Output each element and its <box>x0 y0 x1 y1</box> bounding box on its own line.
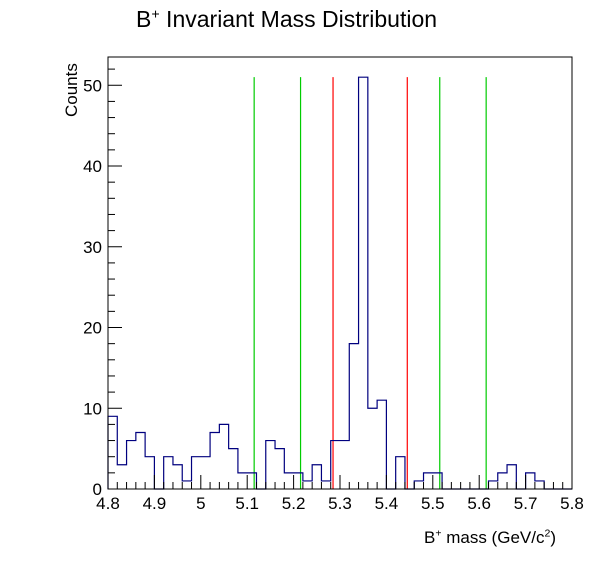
x-tick-label: 5.7 <box>514 494 538 513</box>
chart-title: B+ Invariant Mass Distribution <box>136 6 438 32</box>
x-tick-label: 5.3 <box>328 494 352 513</box>
histogram-bin <box>507 465 516 489</box>
y-tick-label: 10 <box>83 399 102 418</box>
y-tick-label: 20 <box>83 319 102 338</box>
histogram-bin <box>433 473 442 489</box>
y-tick-label: 50 <box>83 76 102 95</box>
x-tick-label: 5.5 <box>421 494 445 513</box>
histogram-bin <box>136 432 145 489</box>
histogram-bin <box>498 473 507 489</box>
histogram-bin <box>340 441 349 489</box>
x-tick-label: 4.9 <box>143 494 167 513</box>
histogram-bin <box>210 432 219 489</box>
histogram-bin <box>117 465 126 489</box>
histogram-bin <box>331 441 340 489</box>
histogram-bin <box>182 481 191 489</box>
histogram-bin <box>201 457 210 489</box>
histogram-bin <box>164 457 173 489</box>
histogram-bin <box>488 481 497 489</box>
x-tick-label: 5.8 <box>560 494 584 513</box>
histogram-bin <box>303 481 312 489</box>
histogram-bin <box>173 465 182 489</box>
histogram-bin <box>368 408 377 489</box>
histogram-bin <box>414 481 423 489</box>
histogram-bin <box>266 441 275 489</box>
x-tick-label: 4.8 <box>96 494 120 513</box>
histogram-bin <box>535 481 544 489</box>
x-tick-label: 5.1 <box>235 494 259 513</box>
histogram-bin <box>238 473 247 489</box>
histogram-bin <box>359 77 368 489</box>
plot-frame <box>107 56 573 490</box>
histogram-bin <box>247 473 256 489</box>
x-tick-label: 5.6 <box>467 494 491 513</box>
y-tick-label: 40 <box>83 157 102 176</box>
histogram-bin <box>321 481 330 489</box>
histogram-bin <box>192 457 201 489</box>
histogram-bin <box>219 424 228 489</box>
histogram-bin <box>275 449 284 489</box>
histogram-bin <box>127 441 136 489</box>
histogram-series <box>107 76 572 490</box>
x-axis-label: B+ mass (GeV/c2) <box>424 527 556 547</box>
y-tick-label: 0 <box>93 480 102 499</box>
histogram-bin <box>108 416 117 489</box>
y-tick-label: 30 <box>83 238 102 257</box>
histogram-bin <box>526 473 535 489</box>
histogram-bin <box>294 473 303 489</box>
histogram-bin <box>424 473 433 489</box>
histogram-bin <box>229 449 238 489</box>
histogram-bin <box>284 473 293 489</box>
x-tick-label: 5.2 <box>282 494 306 513</box>
x-tick-label: 5 <box>196 494 205 513</box>
histogram-bin <box>377 400 386 489</box>
histogram-bin <box>145 457 154 489</box>
x-tick-label: 5.4 <box>375 494 399 513</box>
histogram-bin <box>349 344 358 489</box>
histogram-bin <box>396 457 405 489</box>
histogram-bin <box>312 465 321 489</box>
